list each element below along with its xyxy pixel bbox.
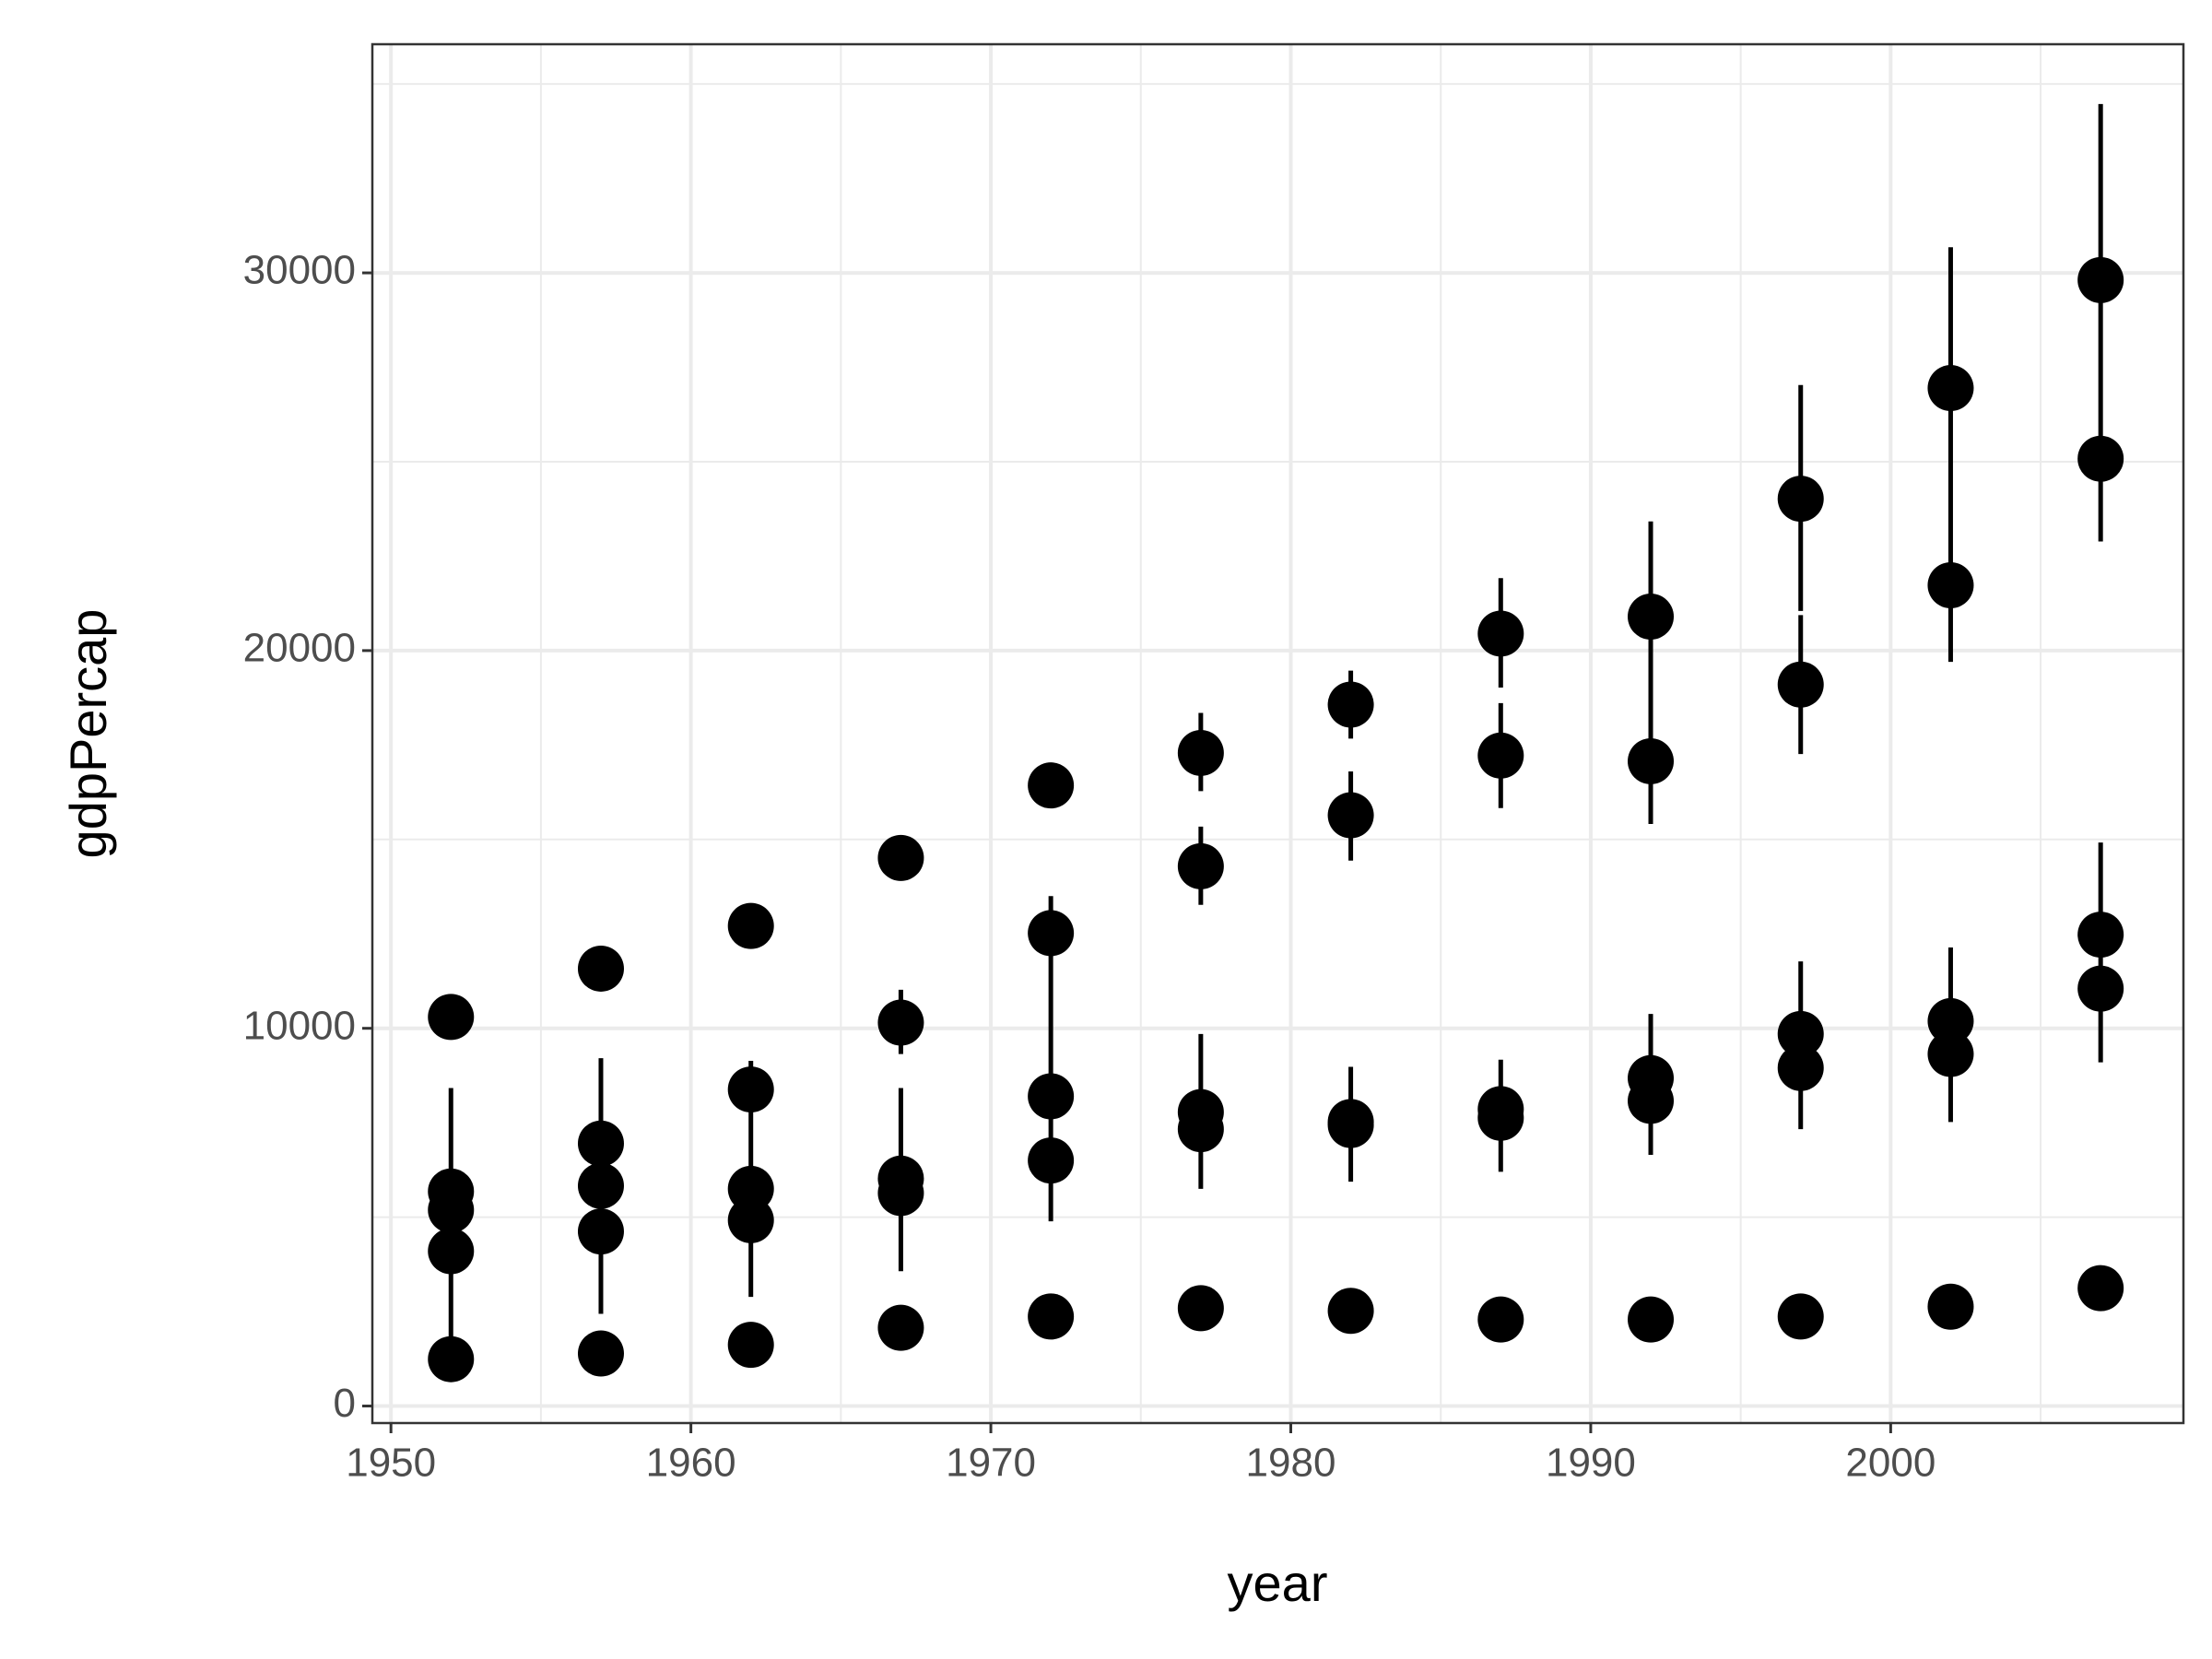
point	[2077, 435, 2124, 482]
point	[1777, 476, 1824, 523]
point	[2077, 1265, 2124, 1312]
point	[1177, 842, 1224, 889]
point	[1777, 661, 1824, 708]
point	[1327, 792, 1374, 839]
x-tick-label: 1970	[946, 1441, 1036, 1486]
point	[1477, 1094, 1524, 1141]
point	[1477, 1296, 1524, 1343]
point	[1177, 1106, 1224, 1153]
point	[1628, 1296, 1675, 1343]
point	[428, 1228, 475, 1275]
point	[1028, 1073, 1075, 1120]
point	[1177, 729, 1224, 776]
point	[1028, 1137, 1075, 1184]
grid	[372, 44, 2183, 1423]
point	[577, 1120, 624, 1167]
point	[1927, 1283, 1974, 1330]
point	[428, 994, 475, 1041]
point	[577, 945, 624, 992]
point	[1777, 1044, 1824, 1091]
point	[1927, 997, 1974, 1044]
panel-border	[371, 42, 2185, 1425]
x-tick-label: 1980	[1246, 1441, 1336, 1486]
point	[877, 1304, 924, 1351]
point	[727, 1196, 774, 1243]
point	[577, 1330, 624, 1377]
point	[428, 1186, 475, 1233]
point	[2077, 912, 2124, 959]
point	[1927, 1030, 1974, 1077]
point	[1028, 762, 1075, 809]
x-tick-label: 1950	[346, 1441, 436, 1486]
point	[727, 902, 774, 949]
point	[2077, 965, 2124, 1012]
point	[727, 1066, 774, 1113]
y-tick-label: 10000	[243, 1003, 356, 1048]
point	[1477, 732, 1524, 779]
y-tick-label: 20000	[243, 626, 356, 671]
point	[1628, 737, 1675, 784]
point	[1028, 1293, 1075, 1340]
point	[877, 1170, 924, 1217]
point	[1327, 681, 1374, 728]
point	[1177, 1285, 1224, 1332]
x-tick-label: 1990	[1546, 1441, 1636, 1486]
point	[1927, 561, 1974, 608]
y-tick-label: 30000	[243, 248, 356, 293]
point	[1927, 365, 1974, 412]
x-tick-label: 1960	[646, 1441, 736, 1486]
point	[577, 1162, 624, 1209]
point	[1777, 1293, 1824, 1340]
point	[877, 999, 924, 1046]
marks	[428, 103, 2124, 1382]
point	[2077, 256, 2124, 303]
point	[1327, 1288, 1374, 1335]
point	[877, 834, 924, 881]
point	[1628, 593, 1675, 640]
x-axis-title: year	[1228, 1554, 1328, 1612]
point	[428, 1335, 475, 1382]
x-tick-label: 2000	[1845, 1441, 1936, 1486]
point	[1477, 610, 1524, 657]
point	[727, 1322, 774, 1369]
y-axis-title: gdpPercap	[59, 609, 117, 859]
y-tick-label: 0	[334, 1381, 356, 1426]
point	[577, 1208, 624, 1255]
point	[1628, 1077, 1675, 1124]
point	[1028, 910, 1075, 957]
point	[1777, 1010, 1824, 1057]
point	[1327, 1101, 1374, 1148]
